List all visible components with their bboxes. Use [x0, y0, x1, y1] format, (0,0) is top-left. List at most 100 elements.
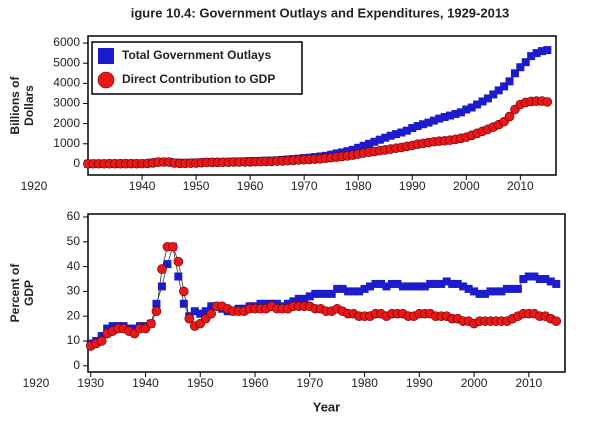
marker — [386, 131, 395, 140]
marker — [359, 141, 368, 150]
marker — [551, 316, 562, 326]
marker — [524, 272, 533, 281]
marker — [398, 282, 407, 291]
marker — [462, 105, 471, 114]
marker — [552, 279, 561, 288]
marker — [404, 282, 413, 291]
marker — [408, 124, 417, 133]
y-tick-label: 10 — [67, 333, 81, 347]
marker — [272, 299, 281, 308]
marker — [489, 90, 498, 99]
marker — [179, 299, 188, 308]
x-tick-label: 1940 — [132, 376, 159, 390]
y-tick-label: 3000 — [53, 96, 80, 110]
marker — [456, 108, 465, 117]
marker — [483, 94, 492, 103]
marker — [500, 82, 509, 91]
marker — [354, 143, 363, 152]
marker — [502, 284, 511, 293]
marker — [184, 313, 195, 324]
x-tick-label: 1920 — [21, 179, 48, 193]
marker — [97, 332, 106, 341]
marker — [316, 289, 325, 298]
marker — [256, 299, 265, 308]
marker — [442, 277, 451, 286]
legend-box — [91, 41, 303, 95]
marker — [542, 97, 553, 107]
marker — [541, 274, 550, 283]
marker — [173, 256, 184, 267]
marker — [294, 294, 303, 303]
marker — [497, 287, 506, 296]
marker — [305, 292, 314, 301]
chart-title: igure 10.4: Government Outlays and Expen… — [131, 5, 510, 20]
marker — [300, 294, 309, 303]
y-tick-label: 20 — [67, 308, 81, 322]
x-tick-label: 2010 — [516, 376, 543, 390]
y-axis-label: Billions of — [8, 76, 22, 135]
marker — [431, 279, 440, 288]
marker — [333, 284, 342, 293]
x-tick-label: 1960 — [237, 179, 264, 193]
plot-frame — [87, 213, 566, 373]
marker — [446, 111, 455, 120]
marker — [419, 120, 428, 129]
legend-label: Direct Contribution to GDP — [122, 72, 275, 86]
marker — [283, 299, 292, 308]
marker — [163, 260, 172, 269]
y-axis-label: Dollars — [22, 85, 36, 126]
marker — [537, 47, 546, 56]
marker — [475, 289, 484, 298]
x-tick-label: 1970 — [291, 179, 318, 193]
x-tick-label: 1930 — [77, 376, 104, 390]
marker — [338, 284, 347, 293]
x-tick-label: 1980 — [351, 376, 378, 390]
marker — [168, 241, 178, 252]
marker — [527, 52, 536, 61]
marker — [376, 279, 385, 288]
marker — [365, 139, 374, 148]
y-tick-label: 50 — [67, 234, 81, 248]
marker — [360, 284, 369, 293]
marker — [481, 289, 490, 298]
y-axis-label: Percent of — [8, 263, 22, 323]
marker — [387, 279, 396, 288]
marker — [157, 264, 167, 274]
marker — [426, 279, 435, 288]
marker — [322, 289, 331, 298]
marker — [437, 279, 446, 288]
y-tick-label: 0 — [73, 156, 80, 170]
marker — [355, 287, 364, 296]
x-tick-label: 2000 — [461, 376, 488, 390]
marker — [157, 282, 166, 291]
x-tick-label: 1920 — [23, 376, 50, 390]
marker — [543, 46, 552, 55]
marker — [349, 287, 358, 296]
marker — [413, 122, 422, 131]
marker — [409, 282, 418, 291]
x-tick-label: 2000 — [453, 179, 480, 193]
x-tick-label: 1950 — [183, 179, 210, 193]
marker — [429, 116, 438, 125]
legend-swatch — [97, 71, 115, 89]
marker — [510, 69, 519, 78]
marker — [382, 282, 391, 291]
marker — [440, 112, 449, 121]
marker — [478, 97, 487, 106]
marker — [467, 103, 476, 112]
x-tick-label: 1960 — [242, 376, 269, 390]
marker — [470, 287, 479, 296]
series-group — [85, 241, 562, 351]
marker — [516, 63, 525, 72]
marker — [532, 49, 541, 58]
marker — [152, 299, 161, 308]
x-axis-label: Year — [313, 399, 340, 414]
marker — [519, 274, 528, 283]
marker — [420, 282, 429, 291]
x-tick-label: 1940 — [129, 179, 156, 193]
marker — [146, 318, 156, 329]
marker — [348, 145, 357, 154]
x-tick-label: 2010 — [507, 179, 534, 193]
x-tick-label: 1990 — [406, 376, 433, 390]
